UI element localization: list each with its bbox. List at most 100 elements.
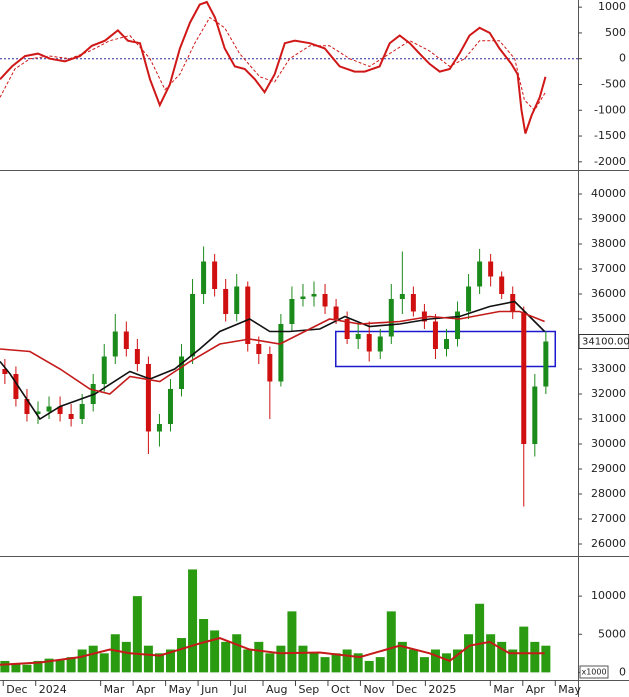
volume-bar	[320, 657, 330, 673]
y-tick-label: 31000	[591, 412, 626, 425]
candle-body	[278, 324, 284, 382]
x-tick-label: Sep	[298, 683, 319, 696]
candle-body	[13, 374, 19, 399]
candle-body	[2, 369, 8, 374]
volume-bar	[342, 649, 352, 673]
volume-bar	[276, 645, 286, 673]
volume-bar	[364, 660, 374, 673]
y-tick-label: -2000	[594, 155, 626, 168]
candle-body	[68, 414, 74, 419]
volume-bar	[419, 657, 429, 673]
volume-bar	[497, 641, 507, 673]
candle-body	[344, 319, 350, 339]
x-tick-label: Jun	[200, 683, 218, 696]
volume-bar	[243, 649, 253, 673]
y-tick-label: 35000	[591, 312, 626, 325]
candle-body	[234, 286, 240, 314]
y-tick-label: 10000	[591, 589, 626, 602]
line	[0, 300, 546, 421]
candle-body	[432, 321, 438, 349]
last-price-label: 34100.00	[582, 337, 629, 348]
candle-body	[223, 289, 229, 314]
volume-bar	[530, 641, 540, 673]
volume-bar	[375, 657, 385, 673]
candle-body	[156, 424, 162, 432]
candle-body	[134, 349, 140, 364]
volume-bar	[541, 645, 551, 673]
y-tick-label: 33000	[591, 362, 626, 375]
volume-bar	[441, 653, 451, 673]
candle-body	[245, 286, 251, 344]
y-tick-label: 39000	[591, 212, 626, 225]
y-tick-label: 40000	[591, 187, 626, 200]
x-tick-label: Aug	[266, 683, 287, 696]
volume-bar	[11, 663, 21, 673]
volume-bar	[408, 649, 418, 673]
y-tick-label: 32000	[591, 387, 626, 400]
annotation-box	[335, 330, 557, 368]
volume-bar	[121, 641, 131, 673]
volume-bar	[22, 664, 32, 673]
y-tick-label: 0	[619, 52, 626, 65]
volume-bar	[177, 638, 187, 673]
candle-body	[112, 331, 118, 357]
candle-body	[388, 299, 394, 337]
candle-body	[57, 406, 63, 414]
y-tick-label: 0	[619, 665, 626, 678]
candle-body	[366, 334, 372, 352]
y-tick-label: 5000	[598, 627, 626, 640]
volume-bar	[430, 649, 440, 673]
candle-body	[532, 386, 538, 444]
unit-label: x1000	[581, 668, 606, 677]
volume-bar	[44, 658, 54, 673]
candle-body	[410, 294, 416, 312]
volume-bar	[188, 569, 198, 673]
y-tick-label: 500	[605, 26, 626, 39]
y-tick-label: -1000	[594, 103, 626, 116]
x-tick-label: Nov	[363, 683, 385, 696]
candle-body	[355, 334, 361, 339]
volume-bar	[33, 660, 43, 673]
volume-bar	[77, 649, 87, 673]
volume-bar	[475, 603, 485, 673]
candle-body	[322, 294, 328, 307]
volume-bar	[165, 649, 175, 673]
candle-body	[399, 294, 405, 299]
volume-bar	[298, 645, 308, 673]
volume-bar	[110, 634, 120, 673]
candle-body	[167, 389, 173, 424]
volume-bar	[453, 649, 463, 673]
line	[0, 637, 545, 666]
y-tick-label: -500	[601, 77, 626, 90]
y-tick-label: 29000	[591, 462, 626, 475]
volume-bar	[254, 641, 264, 673]
candle-body	[466, 286, 472, 312]
line	[0, 310, 545, 395]
volume-bar	[66, 657, 76, 673]
candle-body	[300, 296, 306, 299]
y-tick-label: -1500	[594, 129, 626, 142]
candle-body	[311, 294, 317, 297]
volume-bar	[221, 641, 231, 673]
last-price-box	[578, 334, 629, 349]
candle-body	[201, 261, 207, 294]
x-tick-label: May	[558, 683, 581, 696]
volume-bar	[464, 634, 474, 673]
candle-body	[123, 331, 129, 349]
candle-body	[212, 261, 218, 289]
candle-body	[521, 311, 527, 444]
x-tick-label: Apr	[136, 683, 156, 696]
candle-body	[35, 411, 41, 414]
line	[0, 16, 546, 112]
candle-body	[289, 299, 295, 324]
volume-bar	[309, 653, 319, 673]
volume-bar	[508, 649, 518, 673]
x-tick-label: Jul	[233, 683, 247, 696]
y-tick-label: 1000	[598, 0, 626, 13]
x-tick-label: 2025	[428, 683, 456, 696]
volume-bar	[199, 619, 209, 673]
volume-bar	[353, 653, 363, 673]
volume-bar	[0, 660, 10, 673]
candle-body	[443, 339, 449, 349]
volume-bar	[519, 626, 529, 673]
